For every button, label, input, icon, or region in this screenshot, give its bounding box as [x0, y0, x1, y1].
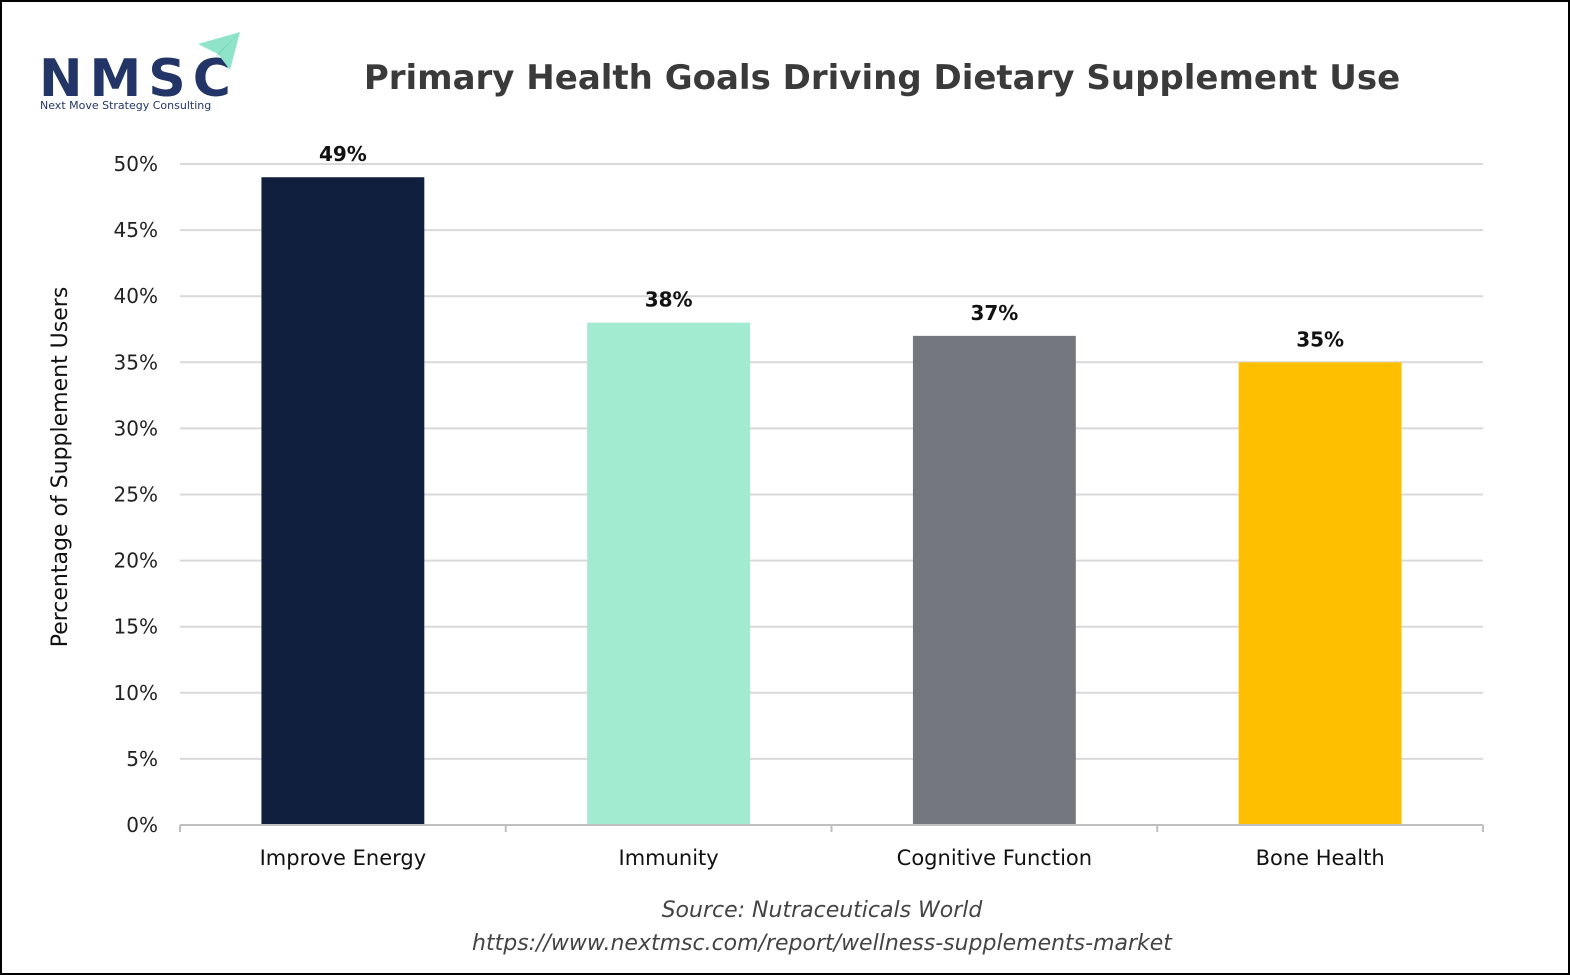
y-tick-label: 5%: [126, 747, 158, 771]
data-labels: 49% 38% 37% 35%: [319, 142, 1344, 351]
x-tick-label: Bone Health: [1256, 846, 1385, 870]
bar-cognitive-function: [912, 335, 1076, 825]
paper-plane-fold-icon: [215, 32, 240, 58]
source-url: https://www.nextmsc.com/report/wellness-…: [472, 931, 1173, 956]
y-tick-label: 45%: [114, 218, 158, 242]
y-tick-label: 25%: [114, 483, 158, 507]
y-tick-label: 0%: [126, 813, 158, 837]
x-tick-label: Immunity: [619, 846, 719, 870]
data-label: 38%: [645, 288, 693, 312]
y-axis-title: Percentage of Supplement Users: [48, 287, 73, 648]
x-tick-label: Improve Energy: [260, 846, 427, 870]
logo-subtitle: Next Move Strategy Consulting: [40, 99, 211, 112]
paper-plane-icon: [198, 32, 240, 70]
y-tick-label: 15%: [114, 615, 158, 639]
bar-bone-health: [1238, 362, 1402, 825]
y-axis-ticks: 0% 5% 10% 15% 20% 25% 30% 35% 40% 45% 50%: [114, 152, 158, 837]
x-axis-ticks: Improve Energy Immunity Cognitive Function…: [260, 846, 1385, 870]
nmsc-logo: NMSC Next Move Strategy Consulting: [39, 32, 240, 112]
bar-immunity: [587, 322, 751, 825]
y-tick-label: 10%: [114, 681, 158, 705]
chart-title: Primary Health Goals Driving Dietary Sup…: [364, 58, 1400, 98]
bar-improve-energy: [261, 177, 425, 826]
source-text: Source: Nutraceuticals World: [662, 898, 984, 923]
bars: [261, 177, 1402, 826]
x-tick-label: Cognitive Function: [897, 846, 1092, 870]
y-tick-label: 35%: [114, 350, 158, 374]
y-tick-label: 50%: [114, 152, 158, 176]
data-label: 37%: [970, 301, 1018, 325]
logo-letters: NMSC: [39, 49, 238, 109]
y-tick-label: 20%: [114, 549, 158, 573]
x-axis: [179, 824, 1484, 832]
y-tick-label: 40%: [114, 284, 158, 308]
y-tick-label: 30%: [114, 416, 158, 440]
data-label: 35%: [1296, 327, 1344, 351]
data-label: 49%: [319, 142, 367, 166]
